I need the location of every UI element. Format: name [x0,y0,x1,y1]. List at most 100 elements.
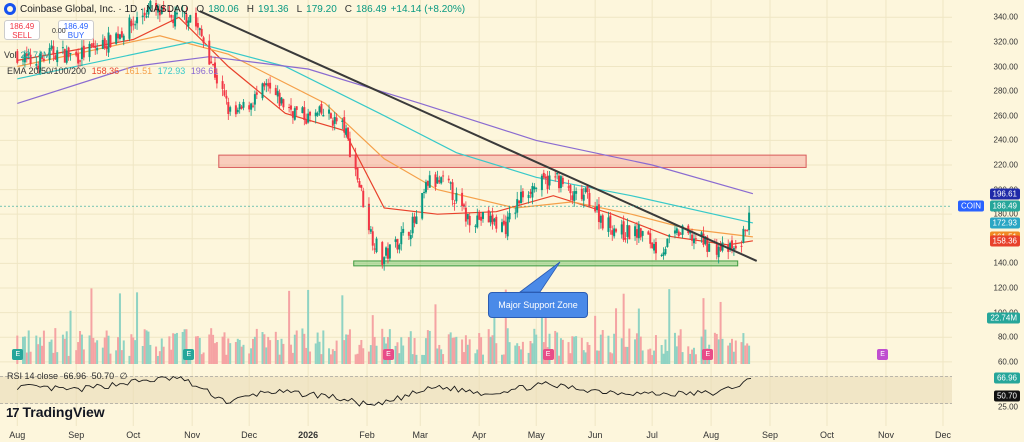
earnings-event-marker[interactable]: E [542,349,554,360]
candle-body [453,203,456,205]
volume-bar [320,354,323,364]
candle-body [291,111,294,118]
candle-body [223,90,226,96]
rsi-label: RSI 14 close [7,371,59,381]
earnings-event-marker[interactable]: E [877,349,889,360]
volume-bar [461,339,464,364]
candle-body [134,24,137,26]
candle-body [415,216,418,225]
time-tick-label: Jun [587,430,603,440]
candle-body [673,230,676,234]
candle-body [527,194,530,199]
ema-legend[interactable]: EMA 20/50/100/200 158.36 161.51 172.93 1… [4,66,218,76]
volume-bar [269,340,272,364]
candle-body [635,229,638,238]
candle-body [622,221,625,240]
candle-body [383,257,386,264]
volume-bar [428,330,431,364]
candle-body [554,176,557,178]
candle-body [333,116,336,124]
rsi-legend[interactable]: RSI 14 close 66.96 50.70 ∅ [4,371,127,382]
candle-body [118,34,121,39]
volume-bar [25,352,28,364]
candle-body [654,242,657,254]
candle-body [278,92,281,106]
earnings-event-marker[interactable]: E [702,349,714,360]
time-tick-label: Sep [761,430,779,440]
volume-bar [634,339,637,364]
volume-bar [571,336,574,364]
volume-bar [637,308,640,364]
volume-bar [185,329,188,364]
volume-bar [367,351,370,364]
candle-body [347,127,350,139]
volume-bar [628,328,631,364]
candle-body [160,7,163,14]
candle-body [341,120,344,123]
volume-bar [358,344,361,364]
volume-bar [694,354,697,364]
candle-body [493,218,496,222]
candle-body [255,92,258,95]
volume-bar [221,336,224,364]
volume-bar [198,337,201,364]
volume-bar [168,336,171,364]
volume-bar [208,334,211,364]
candle-body [708,243,711,252]
candle-body [358,180,361,188]
candle-body [343,117,346,133]
volume-bar [548,333,551,364]
candle-body [162,6,165,11]
price-tick-label: 80.00 [997,332,1018,342]
volume-bar [172,333,175,364]
buy-button[interactable]: 186.49 BUY [58,20,94,40]
volume-bar [174,333,177,364]
price-tick-label: 60.00 [997,357,1018,367]
earnings-event-marker[interactable]: E [382,349,394,360]
volume-bar [267,336,270,364]
candle-body [400,232,403,245]
volume-bar [213,343,216,364]
sell-button[interactable]: 186.49 SELL [4,20,40,40]
volume-legend[interactable]: Vol 22.74M [4,50,51,60]
support-zone-callout[interactable]: Major Support Zone [488,292,588,318]
volume-bar [160,338,163,364]
tradingview-brand[interactable]: 17 TradingView [6,404,105,420]
candle-body [181,10,184,12]
candle-body [276,90,279,97]
volume-bar [248,353,251,364]
earnings-event-marker[interactable]: E [183,349,195,360]
candle-body [491,214,494,225]
candle-body [594,207,597,212]
candle-body [318,106,321,113]
candle-body [434,174,437,187]
candle-body [580,188,583,200]
rsi-line [16,375,752,407]
candle-body [611,230,614,235]
earnings-event-marker[interactable]: E [12,349,24,360]
volume-bar [569,353,572,364]
volume-bar [727,345,730,364]
candle-body [440,177,443,184]
candle-body [694,238,697,240]
price-tick-label: 180.00 [993,209,1018,219]
volume-bar [514,345,517,364]
volume-bar [599,334,602,364]
candle-body [242,101,245,108]
rsi-ma-value: 50.70 [91,371,115,381]
close-value: 186.49 [356,3,387,15]
buy-label: BUY [67,31,85,40]
candle-body [407,231,410,236]
candle-body [480,216,483,221]
symbol-tag[interactable]: COIN [958,200,984,212]
volume-bar [748,345,751,364]
volume-bar [668,289,671,364]
candle-body [187,20,190,27]
candle-body [261,83,264,99]
price-axis-tag: 22.74M [987,312,1020,324]
candle-body [67,47,70,58]
volume-bar [362,348,365,364]
candle-body [158,9,161,16]
volume-bar [567,342,570,364]
